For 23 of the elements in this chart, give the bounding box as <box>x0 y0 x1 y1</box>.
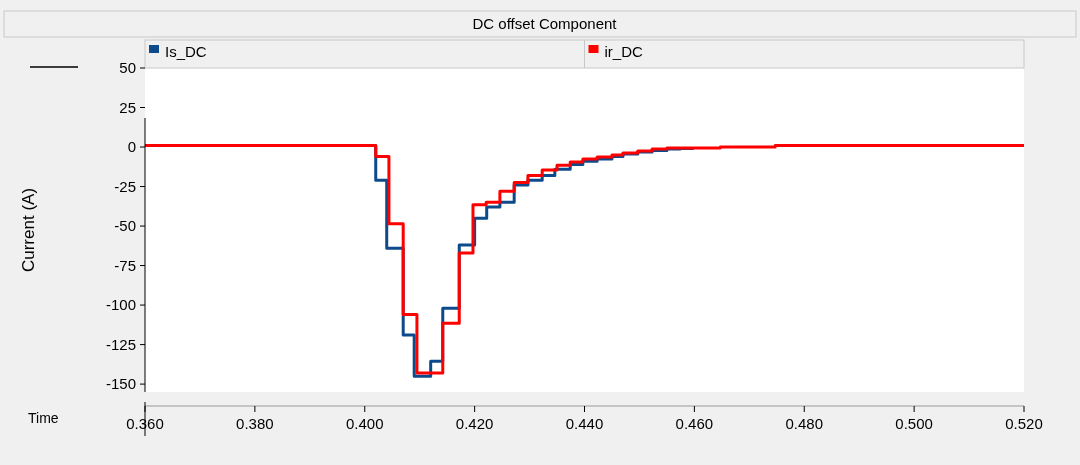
x-tick-label: 0.380 <box>236 415 274 432</box>
y-tick-label: -50 <box>114 217 136 235</box>
x-tick-label: 0.400 <box>345 415 384 432</box>
y-tick-label: 50 <box>119 59 136 76</box>
x-tick-label: 0.520 <box>1005 415 1043 432</box>
legend-label: ir_DC <box>604 43 643 60</box>
y-tick-label: -100 <box>105 296 136 314</box>
x-tick-label: 0.460 <box>675 415 714 432</box>
legend-label: Is_DC <box>165 43 207 60</box>
x-tick-label: 0.360 <box>126 415 164 432</box>
y-axis-title: Current (A) <box>19 187 38 273</box>
y-tick-label: -25 <box>114 177 136 195</box>
x-tick-label: 0.440 <box>565 415 604 432</box>
y-tick-label: 0 <box>127 138 136 156</box>
x-tick-label: 0.480 <box>785 415 824 432</box>
chart-title: DC offset Component <box>472 15 618 32</box>
x-tick-label: 0.500 <box>895 415 933 432</box>
y-tick-label: -75 <box>114 256 136 274</box>
y-tick-label: -125 <box>105 335 136 353</box>
x-axis-title: Time <box>28 410 59 426</box>
y-tick-label: -150 <box>105 375 136 393</box>
x-tick-label: 0.420 <box>455 415 494 432</box>
y-tick-label: 25 <box>119 98 136 116</box>
